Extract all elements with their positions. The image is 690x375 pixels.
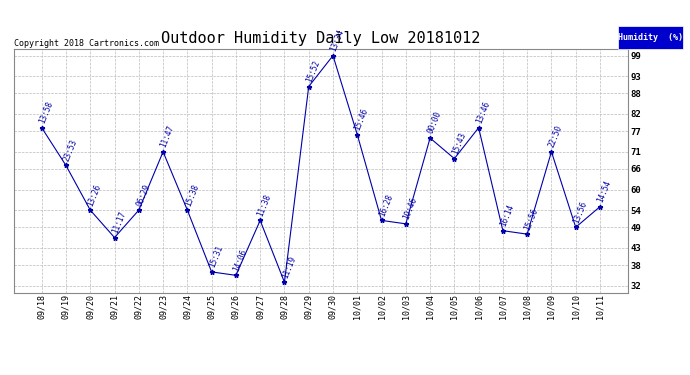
Text: 15:43: 15:43 [450,131,467,156]
Text: 15:56: 15:56 [523,207,540,231]
Text: 13:26: 13:26 [86,183,103,207]
Text: 15:46: 15:46 [353,107,370,132]
Text: 13:56: 13:56 [571,200,589,225]
Text: 15:52: 15:52 [304,59,322,84]
Text: 15:38: 15:38 [183,183,200,207]
Text: 13:34: 13:34 [329,28,346,53]
Text: 14:06: 14:06 [232,248,248,273]
Text: 22:50: 22:50 [547,124,564,149]
Text: 11:47: 11:47 [159,124,176,149]
Text: 11:19: 11:19 [280,255,297,279]
Text: 00:00: 00:00 [426,110,443,135]
Text: 13:58: 13:58 [37,100,55,125]
Text: 06:29: 06:29 [135,183,152,207]
Text: 16:14: 16:14 [499,203,515,228]
Text: 14:54: 14:54 [595,179,613,204]
Text: 23:53: 23:53 [62,138,79,163]
Title: Outdoor Humidity Daily Low 20181012: Outdoor Humidity Daily Low 20181012 [161,31,480,46]
Text: 11:38: 11:38 [256,193,273,217]
Text: 13:46: 13:46 [475,100,491,125]
Text: 10:46: 10:46 [402,196,419,221]
Text: Copyright 2018 Cartronics.com: Copyright 2018 Cartronics.com [14,39,159,48]
Text: 16:28: 16:28 [377,193,395,217]
Text: 15:31: 15:31 [208,244,224,269]
Text: Humidity  (%): Humidity (%) [618,33,683,42]
Text: 11:17: 11:17 [110,210,128,235]
